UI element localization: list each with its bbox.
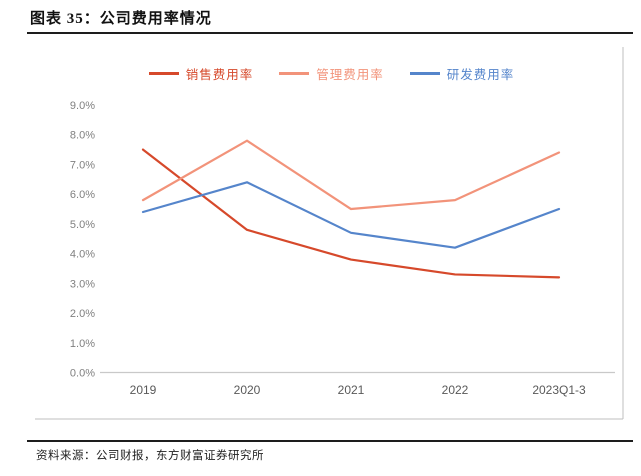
series-line-1 — [141, 139, 561, 211]
legend-item: 管理费用率 — [279, 64, 384, 83]
y-tick-label: 3.0% — [70, 278, 95, 290]
legend-item: 研发费用率 — [409, 64, 515, 83]
x-tick-label: 2019 — [130, 383, 157, 397]
legend-line-swatch — [279, 72, 310, 75]
legend-label: 管理费用率 — [316, 68, 384, 82]
series-line-0 — [141, 148, 561, 279]
legend-label: 销售费用率 — [185, 68, 254, 82]
legend-line-swatch — [148, 72, 179, 75]
source-divider — [27, 440, 633, 442]
legend-line-swatch — [409, 72, 440, 75]
legend-item: 销售费用率 — [148, 64, 254, 83]
y-tick-label: 2.0% — [70, 308, 95, 320]
figure-title: 图表 35：公司费用率情况 — [30, 11, 212, 27]
y-tick-label: 5.0% — [70, 219, 95, 231]
y-tick-label: 6.0% — [70, 189, 95, 201]
legend-label: 研发费用率 — [446, 68, 515, 82]
series-line-2 — [141, 181, 561, 249]
y-tick-label: 4.0% — [70, 249, 95, 261]
source-note: 资料来源：公司财报，东方财富证券研究所 — [36, 450, 264, 462]
x-tick-label: 2020 — [234, 383, 261, 397]
y-tick-label: 9.0% — [70, 100, 95, 112]
y-tick-label: 7.0% — [70, 159, 95, 171]
x-tick-label: 2021 — [338, 383, 365, 397]
x-tick-label: 2023Q1-3 — [532, 383, 586, 397]
x-tick-label: 2022 — [442, 383, 469, 397]
chart-legend: 销售费用率 管理费用率 研发费用率 — [0, 64, 641, 83]
title-divider — [27, 32, 633, 34]
y-tick-label: 1.0% — [70, 338, 95, 350]
y-tick-label: 8.0% — [70, 130, 95, 142]
y-tick-label: 0.0% — [70, 368, 95, 380]
